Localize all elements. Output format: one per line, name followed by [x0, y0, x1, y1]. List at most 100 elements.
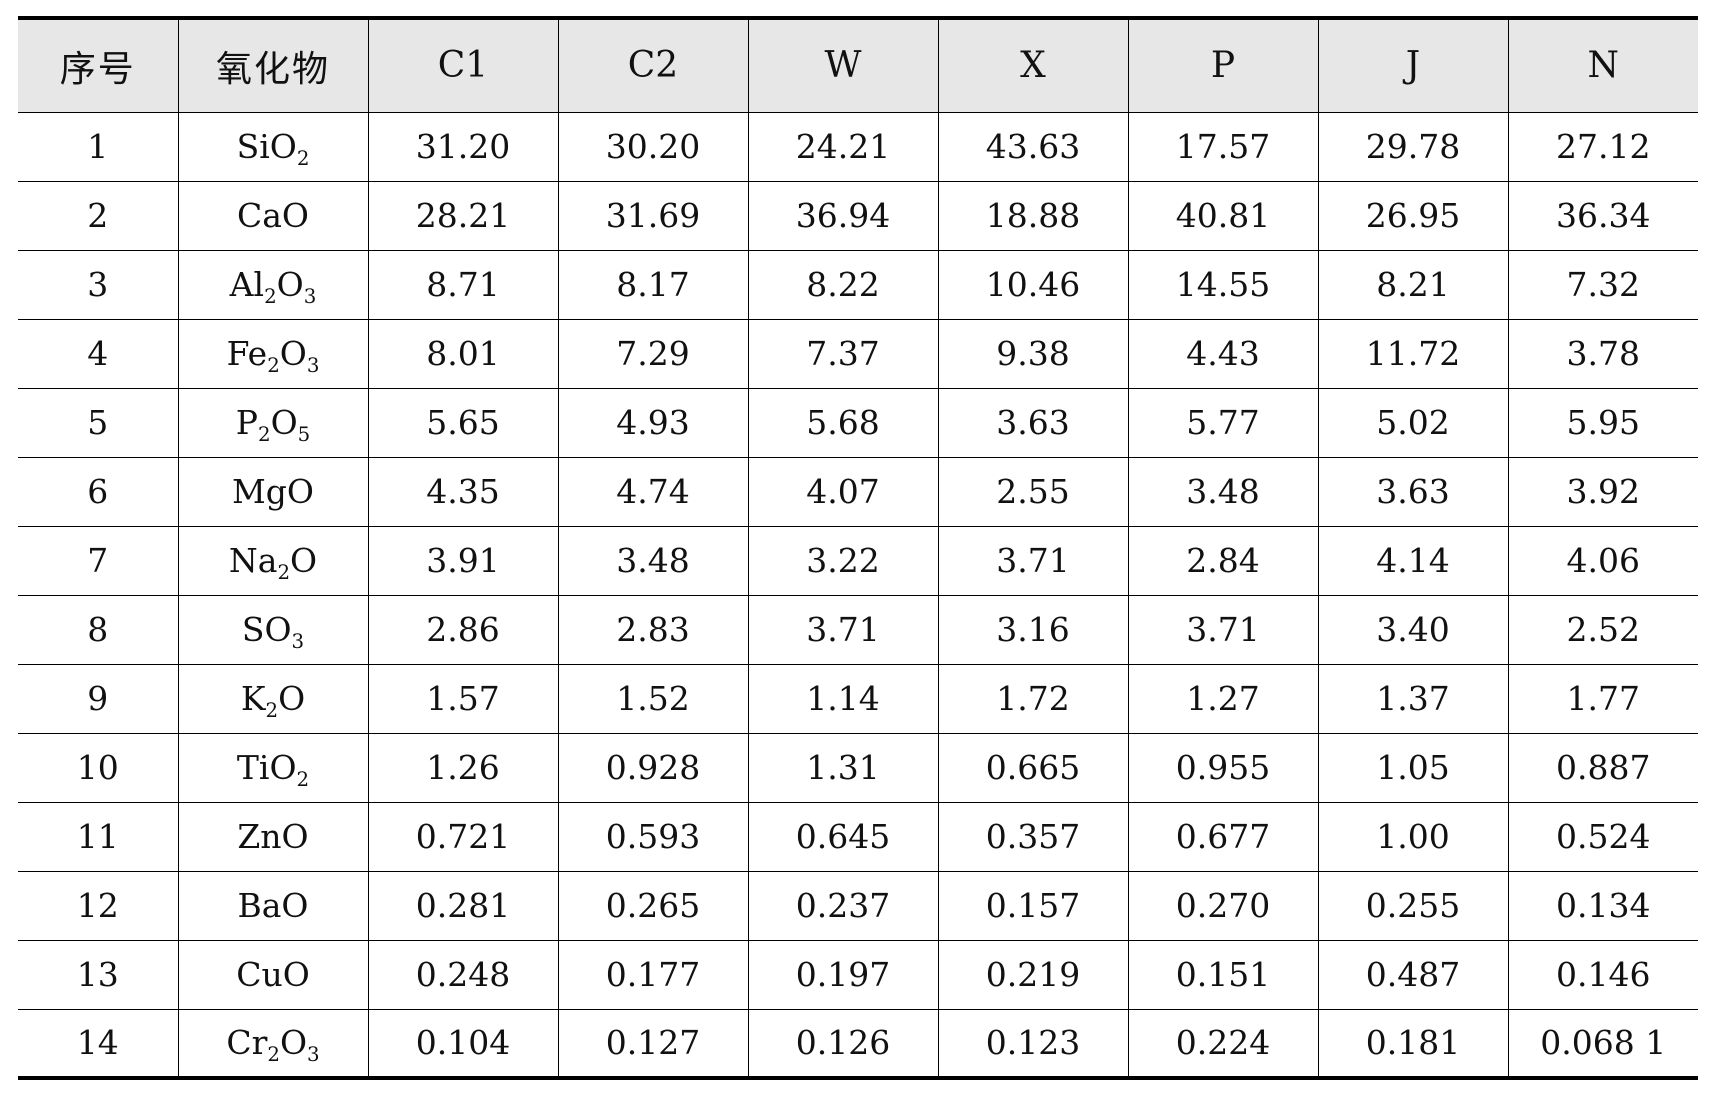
oxide-formula-cell: Fe2O3 — [177, 318, 368, 388]
value-cell-c1: 4.35 — [367, 456, 558, 526]
value-cell-x: 0.665 — [937, 732, 1128, 802]
header-index: 序号 — [18, 16, 178, 113]
table-body: 1 SiO2 31.20 30.20 24.21 43.63 17.57 29.78 27.12… — [18, 111, 1698, 1080]
row-index-cell: 6 — [18, 456, 178, 526]
row-index-cell: 13 — [18, 939, 178, 1009]
value-cell-c1: 3.91 — [367, 525, 558, 595]
formula-text: CuO — [236, 955, 310, 994]
formula-text: O — [279, 334, 307, 373]
value-cell-n: 27.12 — [1507, 111, 1698, 181]
value-cell-x: 0.157 — [937, 870, 1128, 940]
value-cell-j: 3.63 — [1317, 456, 1508, 526]
formula-text: SiO — [236, 127, 297, 166]
formula-text: O — [290, 541, 318, 580]
value-cell-j: 0.255 — [1317, 870, 1508, 940]
table-row: 1 SiO2 31.20 30.20 24.21 43.63 17.57 29.78 27.12 — [18, 111, 1698, 181]
value-cell-c1: 5.65 — [367, 387, 558, 457]
value-cell-n: 1.77 — [1507, 663, 1698, 733]
value-cell-w: 3.22 — [747, 525, 938, 595]
value-cell-p: 14.55 — [1127, 249, 1318, 319]
table-row: 5 P2O5 5.65 4.93 5.68 3.63 5.77 5.02 5.95 — [18, 387, 1698, 457]
value-cell-c2: 4.93 — [557, 387, 748, 457]
value-cell-c1: 1.57 — [367, 663, 558, 733]
value-cell-c1: 0.248 — [367, 939, 558, 1009]
value-cell-w: 0.126 — [747, 1008, 938, 1080]
table-row: 8 SO3 2.86 2.83 3.71 3.16 3.71 3.40 2.52 — [18, 594, 1698, 664]
oxide-formula-cell: SiO2 — [177, 111, 368, 181]
value-cell-w: 0.197 — [747, 939, 938, 1009]
row-index-cell: 10 — [18, 732, 178, 802]
table-row: 3 Al2O3 8.71 8.17 8.22 10.46 14.55 8.21 7.32 — [18, 249, 1698, 319]
value-cell-c2: 3.48 — [557, 525, 748, 595]
value-cell-x: 3.63 — [937, 387, 1128, 457]
value-cell-w: 24.21 — [747, 111, 938, 181]
table-row: 12 BaO 0.281 0.265 0.237 0.157 0.270 0.255 0.134 — [18, 870, 1698, 940]
value-cell-c2: 0.593 — [557, 801, 748, 871]
value-cell-p: 2.84 — [1127, 525, 1318, 595]
value-cell-x: 43.63 — [937, 111, 1128, 181]
value-cell-j: 11.72 — [1317, 318, 1508, 388]
value-cell-c1: 0.104 — [367, 1008, 558, 1080]
header-row: 序号 氧化物 C1 C2 W X P J N — [18, 16, 1698, 113]
oxide-formula-cell: Al2O3 — [177, 249, 368, 319]
row-index-cell: 3 — [18, 249, 178, 319]
formula-subscript: 2 — [296, 146, 310, 170]
oxide-formula-cell: Cr2O3 — [177, 1008, 368, 1080]
value-cell-c2: 0.928 — [557, 732, 748, 802]
oxide-composition-table-container: 序号 氧化物 C1 C2 W X P J N 1 SiO2 31.20 30.20 24… — [18, 16, 1698, 1080]
value-cell-x: 9.38 — [937, 318, 1128, 388]
formula-text: Cr — [226, 1023, 268, 1063]
value-cell-n: 0.524 — [1507, 801, 1698, 871]
value-cell-c1: 2.86 — [367, 594, 558, 664]
table-row: 9 K2O 1.57 1.52 1.14 1.72 1.27 1.37 1.77 — [18, 663, 1698, 733]
formula-text: O — [279, 1023, 308, 1063]
oxide-formula-cell: K2O — [177, 663, 368, 733]
value-cell-p: 5.77 — [1127, 387, 1318, 457]
formula-text: CaO — [237, 196, 309, 235]
value-cell-x: 2.55 — [937, 456, 1128, 526]
value-cell-n: 36.34 — [1507, 180, 1698, 250]
value-cell-n: 4.06 — [1507, 525, 1698, 595]
value-cell-x: 18.88 — [937, 180, 1128, 250]
value-cell-x: 1.72 — [937, 663, 1128, 733]
formula-subscript: 5 — [297, 422, 311, 446]
value-cell-c2: 0.265 — [557, 870, 748, 940]
value-cell-c2: 0.177 — [557, 939, 748, 1009]
table-row: 10 TiO2 1.26 0.928 1.31 0.665 0.955 1.05 0.887 — [18, 732, 1698, 802]
oxide-formula-cell: CuO — [177, 939, 368, 1009]
value-cell-w: 8.22 — [747, 249, 938, 319]
value-cell-j: 8.21 — [1317, 249, 1508, 319]
value-cell-n: 0.068 1 — [1507, 1008, 1698, 1080]
oxide-formula-cell: MgO — [177, 456, 368, 526]
value-cell-c2: 1.52 — [557, 663, 748, 733]
value-cell-p: 3.71 — [1127, 594, 1318, 664]
formula-subscript: 2 — [277, 560, 291, 584]
value-cell-w: 0.645 — [747, 801, 938, 871]
value-cell-c2: 7.29 — [557, 318, 748, 388]
value-cell-x: 0.123 — [937, 1008, 1128, 1080]
formula-text: TiO — [236, 748, 297, 787]
header-c2: C2 — [557, 16, 748, 113]
value-cell-p: 1.27 — [1127, 663, 1318, 733]
value-cell-j: 1.37 — [1317, 663, 1508, 733]
table-row: 7 Na2O 3.91 3.48 3.22 3.71 2.84 4.14 4.06 — [18, 525, 1698, 595]
formula-subscript: 3 — [291, 629, 305, 653]
value-cell-p: 17.57 — [1127, 111, 1318, 181]
value-cell-j: 5.02 — [1317, 387, 1508, 457]
oxide-formula-cell: P2O5 — [177, 387, 368, 457]
value-cell-c2: 2.83 — [557, 594, 748, 664]
formula-text: MgO — [232, 472, 314, 511]
value-cell-c2: 31.69 — [557, 180, 748, 250]
formula-subscript: 2 — [267, 353, 280, 377]
row-index-cell: 9 — [18, 663, 178, 733]
value-cell-c1: 0.721 — [367, 801, 558, 871]
formula-text: K — [240, 679, 266, 718]
oxide-formula-cell: ZnO — [177, 801, 368, 871]
table-row: 2 CaO 28.21 31.69 36.94 18.88 40.81 26.95 36.34 — [18, 180, 1698, 250]
value-cell-x: 3.16 — [937, 594, 1128, 664]
value-cell-p: 3.48 — [1127, 456, 1318, 526]
value-cell-c1: 0.281 — [367, 870, 558, 940]
value-cell-c2: 8.17 — [557, 249, 748, 319]
value-cell-w: 4.07 — [747, 456, 938, 526]
value-cell-c1: 8.01 — [367, 318, 558, 388]
